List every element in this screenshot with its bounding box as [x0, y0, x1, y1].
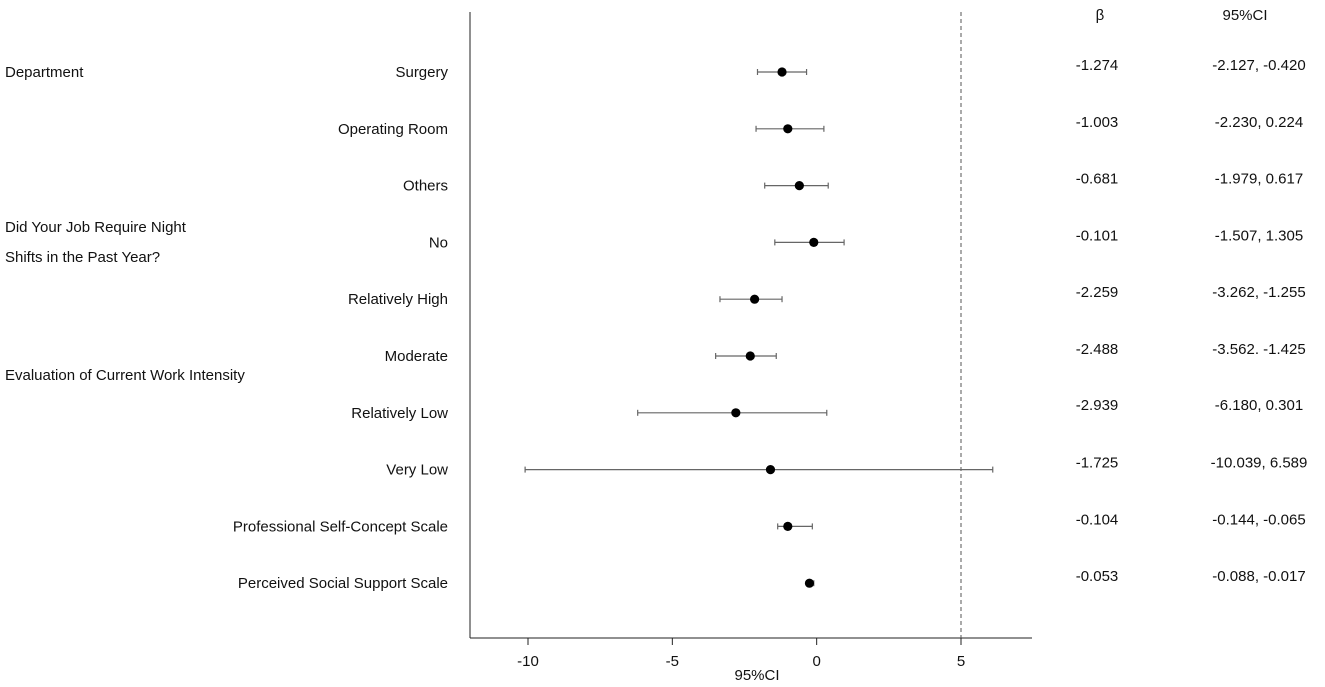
- plot-axes: [469, 12, 1032, 645]
- beta-value: -1.725: [1076, 455, 1119, 472]
- point-estimate: [783, 521, 793, 532]
- row-label: Professional Self-Concept Scale: [233, 518, 448, 535]
- beta-value: -0.681: [1076, 171, 1119, 188]
- point-estimate: [765, 465, 776, 475]
- beta-value: -2.939: [1076, 397, 1119, 414]
- point-estimate: [783, 124, 793, 134]
- ci-value: -0.144, -0.065: [1212, 511, 1305, 528]
- point-estimate: [809, 237, 819, 247]
- x-axis-label: 95%CI: [734, 667, 779, 684]
- plot-marks: [524, 67, 994, 588]
- row-label: Others: [403, 178, 448, 195]
- ci-value: -2.230, 0.224: [1215, 114, 1303, 131]
- row-label: Operating Room: [338, 121, 448, 138]
- beta-value: -0.104: [1076, 511, 1119, 528]
- point-estimate: [731, 408, 741, 418]
- point-estimate: [745, 351, 755, 361]
- x-tick-label: 0: [812, 653, 820, 670]
- point-estimate: [804, 578, 815, 588]
- row-label: Relatively Low: [351, 405, 448, 422]
- ci-value: -3.562. -1.425: [1212, 341, 1305, 358]
- x-tick-label: -10: [517, 653, 539, 670]
- group-label: Did Your Job Require Night: [5, 219, 187, 236]
- x-tick-label: 5: [957, 653, 965, 670]
- ci-value: -3.262, -1.255: [1212, 284, 1305, 301]
- row-label: No: [429, 234, 448, 251]
- ci-value: -2.127, -0.420: [1212, 57, 1305, 74]
- beta-column-header: β: [1096, 7, 1105, 24]
- beta-value: -1.003: [1076, 114, 1119, 131]
- row-label: Relatively High: [348, 291, 448, 308]
- ci-value: -1.979, 0.617: [1215, 171, 1303, 188]
- beta-value: -0.101: [1076, 227, 1119, 244]
- x-tick-label: -5: [666, 653, 679, 670]
- beta-value: -0.053: [1076, 568, 1119, 585]
- group-label: Department: [5, 64, 84, 81]
- ci-column-header: 95%CI: [1222, 7, 1267, 24]
- plot-texts: -10 -5 0 5 95%CI β 95%CI Department Did Your Job…: [5, 7, 1307, 684]
- row-label: Surgery: [395, 64, 448, 81]
- point-estimate: [777, 67, 787, 77]
- point-estimate: [750, 294, 760, 304]
- group-label: Evaluation of Current Work Intensity: [5, 367, 245, 384]
- beta-value: -1.274: [1076, 57, 1119, 74]
- row-label: Moderate: [385, 348, 448, 365]
- group-label: Shifts in the Past Year?: [5, 249, 160, 266]
- ci-value: -6.180, 0.301: [1215, 397, 1303, 414]
- row-label: Very Low: [386, 462, 448, 479]
- beta-value: -2.259: [1076, 284, 1119, 301]
- beta-value: -2.488: [1076, 341, 1119, 358]
- ci-value: -0.088, -0.017: [1212, 568, 1305, 585]
- ci-value: -1.507, 1.305: [1215, 227, 1303, 244]
- point-estimate: [794, 181, 804, 191]
- ci-value: -10.039, 6.589: [1211, 455, 1308, 472]
- row-label: Perceived Social Support Scale: [238, 575, 448, 592]
